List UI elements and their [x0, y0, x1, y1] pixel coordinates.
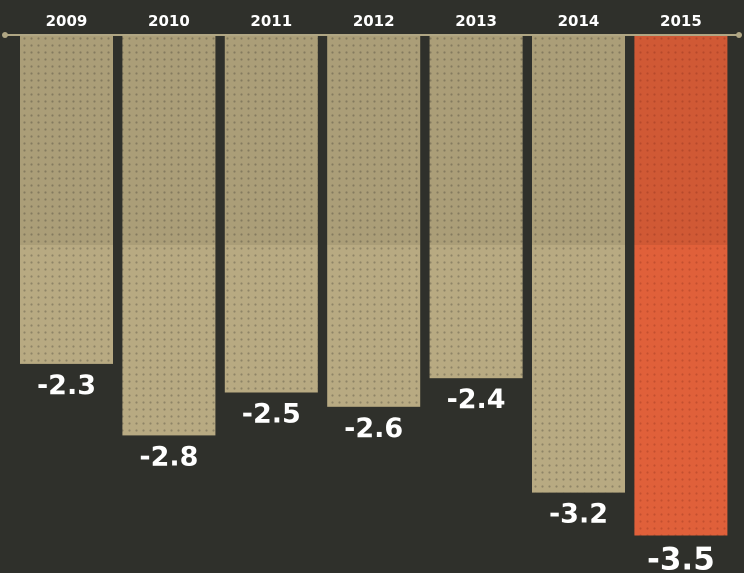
value-label-2009: -2.3	[37, 370, 96, 401]
value-label-2010: -2.8	[139, 441, 198, 472]
bar-shade-2013	[429, 35, 523, 245]
value-label-2012: -2.6	[344, 413, 403, 444]
bar-shade-2011	[224, 35, 318, 245]
bar-shade-2010	[122, 35, 216, 245]
value-label-2013: -2.4	[447, 384, 506, 415]
bar-2014	[532, 35, 625, 493]
bar-shade-2009	[20, 35, 113, 245]
bar-shade-2012	[327, 35, 421, 245]
baseline-left-endpoint	[2, 32, 8, 38]
labels-layer: 2009 -2.3 2010 -2.8 2011 -2.5 2012 -2.6 2013 -2.4…	[37, 12, 715, 573]
bar-2011	[224, 35, 318, 393]
bars-layer	[20, 35, 728, 536]
bar-2010	[122, 35, 216, 436]
year-label-2013: 2013	[455, 12, 497, 30]
bar-2015	[634, 35, 728, 536]
bar-shade-2015	[634, 35, 728, 245]
bar-2013	[429, 35, 523, 379]
year-label-2012: 2012	[353, 12, 395, 30]
year-label-2011: 2011	[250, 12, 292, 30]
year-label-2015: 2015	[660, 12, 702, 30]
bar-2009	[20, 35, 113, 364]
value-label-2011: -2.5	[242, 399, 301, 430]
bar-2012	[327, 35, 421, 407]
year-label-2010: 2010	[148, 12, 190, 30]
value-label-2015: -3.5	[647, 542, 715, 573]
year-label-2009: 2009	[46, 12, 88, 30]
value-label-2014: -3.2	[549, 499, 608, 530]
bar-shade-2014	[532, 35, 625, 245]
baseline-right-endpoint	[736, 32, 742, 38]
year-label-2014: 2014	[558, 12, 600, 30]
